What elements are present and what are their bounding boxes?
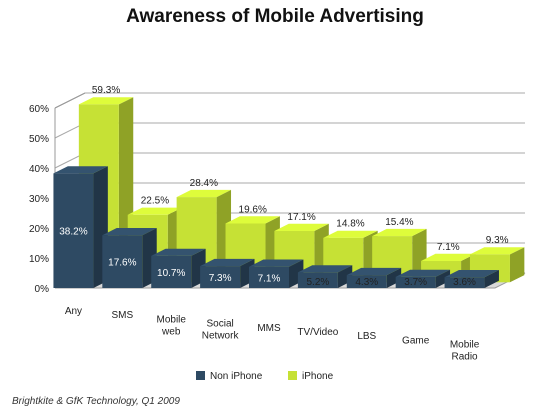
data-label-non-iphone: 38.2% [59,227,87,238]
bar-non-iphone-top [249,259,304,267]
axis-edge [54,92,86,109]
bar-non-iphone [346,275,387,288]
bar-non-iphone [102,235,143,288]
bar-iphone-top [323,230,378,238]
x-tick-label: Social [206,319,233,330]
data-label-iphone: 15.4% [385,217,413,228]
bar-iphone-top [274,223,329,231]
data-label-non-iphone: 3.6% [453,277,476,288]
data-label-iphone: 28.4% [190,178,218,189]
bar-non-iphone-top [102,228,157,236]
bar-non-iphone [200,266,241,288]
data-label-iphone: 59.3% [92,85,120,96]
bar-non-iphone [444,277,485,288]
x-tick-label: web [161,326,181,337]
bar-non-iphone [297,272,338,288]
bar-iphone-top [372,228,427,237]
x-tick-label: Network [202,331,240,342]
bar-non-iphone-side [386,267,402,288]
bar-iphone-top [127,207,183,215]
y-tick-label: 10% [29,254,49,265]
bar-iphone-side [509,247,525,283]
data-label-iphone: 17.1% [287,212,315,223]
bar-non-iphone [151,255,192,288]
data-label-non-iphone: 17.6% [108,258,136,269]
data-label-non-iphone: 10.7% [157,268,185,279]
bar-non-iphone-top [346,267,402,276]
y-tick-label: 40% [29,164,49,175]
bar-non-iphone-top [53,166,108,174]
source-note: Brightkite & GfK Technology, Q1 2009 [12,396,180,407]
x-tick-label: LBS [357,331,376,342]
legend-swatch [196,371,205,380]
data-label-non-iphone: 7.1% [258,273,281,284]
bar-non-iphone-side [484,270,499,288]
x-tick-label: Game [402,335,430,346]
y-tick-label: 30% [29,194,49,205]
x-tick-label: MMS [257,323,281,334]
bar-non-iphone-top [151,248,206,256]
x-tick-label: Mobile [450,340,480,351]
y-tick-label: 50% [29,134,49,145]
bar-non-iphone-top [444,270,499,278]
legend-label: iPhone [302,371,334,382]
x-tick-label: SMS [111,310,133,321]
y-tick-label: 0% [35,284,50,295]
y-tick-label: 20% [29,224,49,235]
x-tick-label: TV/Video [297,327,338,338]
data-label-non-iphone: 5.2% [306,277,329,288]
bar-non-iphone-top [200,258,255,267]
legend-swatch [288,371,297,380]
x-tick-label: Mobile [156,314,186,325]
bar-non-iphone-side [435,269,451,288]
data-label-non-iphone: 4.3% [355,277,378,288]
data-label-non-iphone: 3.7% [404,277,427,288]
bar-non-iphone [249,266,289,288]
data-label-iphone: 22.5% [141,196,169,207]
bar-iphone-top [469,247,525,255]
x-tick-label: Any [65,306,82,317]
data-label-non-iphone: 7.3% [209,273,232,284]
data-label-iphone: 7.1% [437,242,460,253]
bar-non-iphone-top [395,269,451,277]
bar-iphone-top [78,97,134,105]
y-tick-label: 60% [29,104,49,115]
bar-iphone-top [176,189,232,198]
legend-label: Non iPhone [210,371,263,382]
bar-iphone-top [421,253,476,261]
bar-non-iphone [53,173,94,288]
bar-non-iphone [395,276,436,288]
data-label-iphone: 19.6% [239,204,267,215]
bar-non-iphone-top [297,265,353,273]
data-label-iphone: 14.8% [336,219,364,230]
bar-iphone-top [225,216,280,224]
chart-title: Awareness of Mobile Advertising [126,6,424,27]
x-tick-label: Radio [451,352,478,363]
data-label-iphone: 9.3% [486,235,509,246]
